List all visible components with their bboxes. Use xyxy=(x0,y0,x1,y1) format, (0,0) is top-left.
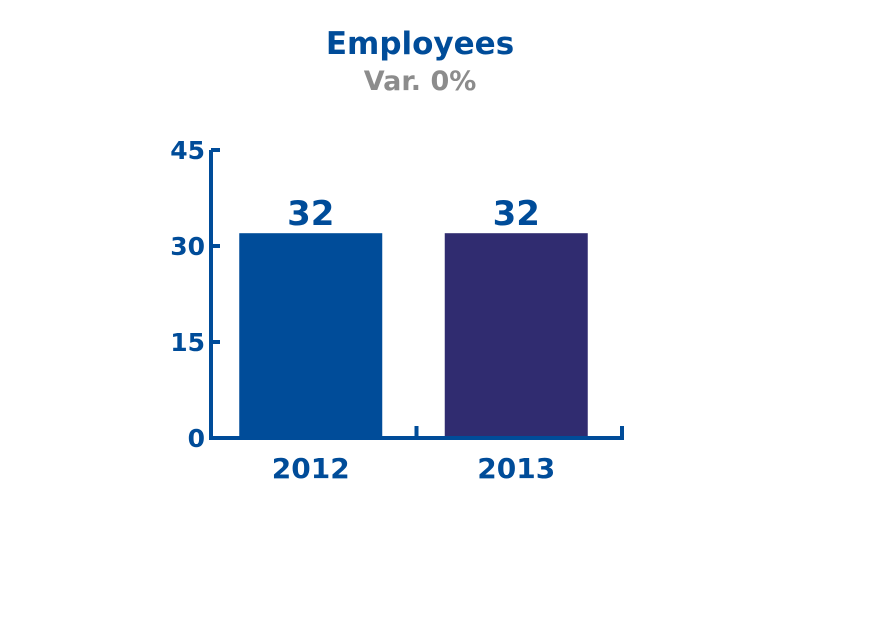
bar-2012 xyxy=(239,233,383,438)
chart-subtitle: Var. 0% xyxy=(363,66,477,97)
data-label-2012: 32 xyxy=(287,194,334,234)
x-tick-label-2012: 2012 xyxy=(272,452,350,485)
chart-title: Employees xyxy=(325,26,515,62)
x-tick-label-2013: 2013 xyxy=(477,452,555,485)
y-tick-label-30: 30 xyxy=(170,232,205,261)
data-label-2013: 32 xyxy=(493,194,540,234)
bar-2013 xyxy=(444,233,588,438)
y-tick-label-0: 0 xyxy=(188,424,205,453)
y-tick-label-15: 15 xyxy=(170,328,205,357)
y-tick-label-45: 45 xyxy=(170,136,205,165)
